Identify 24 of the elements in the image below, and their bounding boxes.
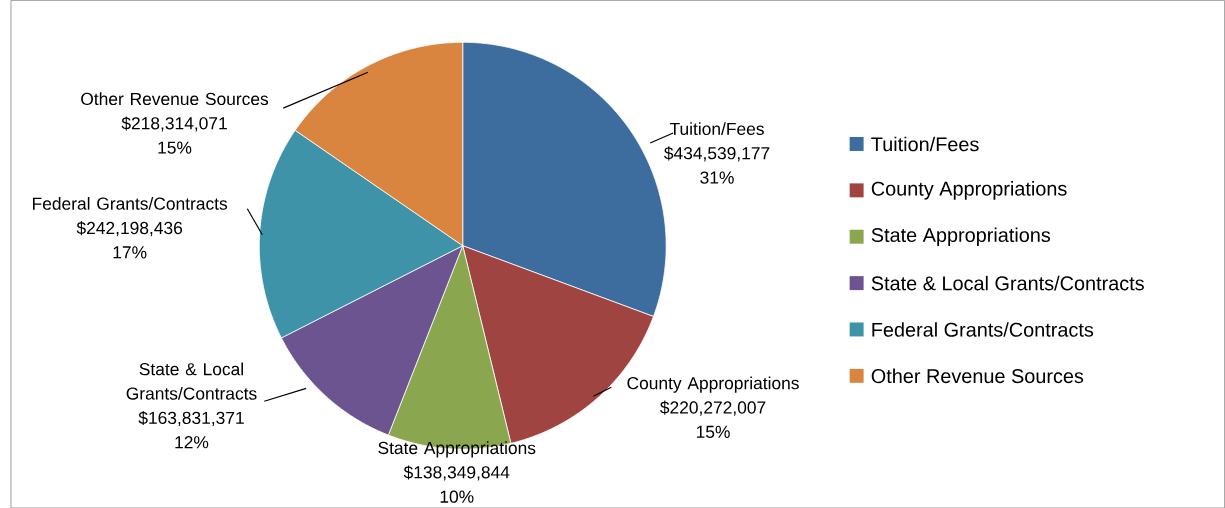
- legend-label: Other Revenue Sources: [871, 368, 1084, 383]
- slice-label: State Appropriations: [378, 441, 536, 458]
- data-label: $138,349,844: [403, 465, 510, 481]
- legend-label: County Appropriations: [871, 180, 1067, 200]
- slice-label: County Appropriations: [627, 376, 799, 393]
- slice-label: Tuition/Fees: [669, 122, 764, 135]
- data-label: $220,272,007: [660, 400, 766, 416]
- legend-label: Federal Grants/Contracts: [872, 321, 1094, 337]
- text: 10%: [440, 490, 474, 503]
- data-label: $242,198,436: [76, 220, 183, 237]
- data-label: $163,831,371: [138, 410, 244, 426]
- text: 12%: [175, 435, 209, 449]
- text: 15%: [158, 141, 192, 154]
- slice-label: Other Revenue Sources: [81, 92, 269, 105]
- legend-label: State Appropriations: [871, 227, 1051, 246]
- legend-label: State & Local Grants/Contracts: [871, 275, 1144, 291]
- text: 31%: [700, 171, 734, 184]
- slice-label: State & Local Grants/Contracts: [126, 362, 257, 400]
- data-label: $218,314,071: [121, 116, 227, 132]
- slice-label: Federal Grants/Contracts: [33, 196, 228, 210]
- legend-label: Tuition/Fees: [871, 136, 979, 152]
- data-label: $434,539,177: [664, 146, 770, 162]
- text: 15%: [696, 425, 730, 438]
- text: 17%: [113, 246, 147, 259]
